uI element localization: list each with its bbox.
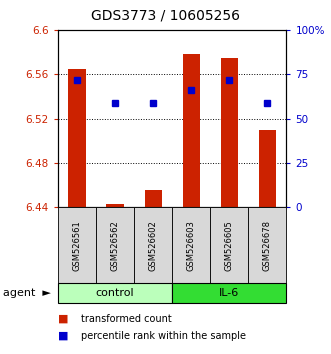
Bar (248, 207, 286, 283)
Bar (134, 207, 172, 283)
Text: transformed count: transformed count (81, 314, 172, 324)
Bar (210, 207, 248, 283)
Bar (221, 58, 238, 207)
Bar (145, 190, 162, 207)
Text: GSM526603: GSM526603 (187, 220, 196, 270)
Bar (172, 283, 286, 303)
Text: GSM526562: GSM526562 (111, 220, 119, 270)
Text: percentile rank within the sample: percentile rank within the sample (81, 331, 246, 341)
Bar (58, 207, 96, 283)
Bar (259, 130, 276, 207)
Text: control: control (96, 288, 134, 298)
Text: GDS3773 / 10605256: GDS3773 / 10605256 (91, 9, 240, 23)
Bar (69, 69, 85, 207)
Text: GSM526561: GSM526561 (72, 220, 81, 270)
Bar (58, 283, 172, 303)
Bar (96, 207, 134, 283)
Text: IL-6: IL-6 (219, 288, 239, 298)
Bar (107, 204, 123, 207)
Text: agent  ►: agent ► (3, 288, 51, 298)
Text: GSM526602: GSM526602 (149, 220, 158, 270)
Bar (172, 207, 210, 283)
Text: ■: ■ (58, 314, 69, 324)
Text: GSM526605: GSM526605 (225, 220, 234, 270)
Text: ■: ■ (58, 331, 69, 341)
Bar (183, 55, 200, 207)
Text: GSM526678: GSM526678 (263, 219, 272, 271)
